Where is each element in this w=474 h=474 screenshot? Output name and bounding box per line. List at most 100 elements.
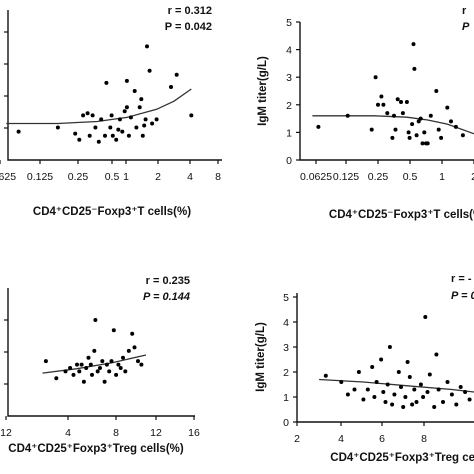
panel-a-point <box>174 72 179 77</box>
panel-a-fit-curve <box>6 88 192 125</box>
panel-d-point <box>385 382 390 387</box>
panel-b-point <box>376 102 380 107</box>
panel-c-scatter: 12 4 8 12 16 r = 0.235 P = 0.144 CD4⁺CD25⁺Fo… <box>0 275 200 455</box>
panel-d-point <box>379 357 384 362</box>
panel-a-point <box>134 125 139 130</box>
panel-d-point <box>445 380 450 384</box>
panel-a-point <box>132 89 137 93</box>
panel-d-y-title: IgM titer(g/L) <box>255 322 267 392</box>
panel-d-point <box>423 315 428 319</box>
panel-a-point <box>109 113 114 118</box>
panel-b-y-ticks: 0 1 2 3 4 5 <box>286 17 300 167</box>
panel-a-point <box>77 137 82 142</box>
panel-c-y-ticks <box>4 319 8 385</box>
panel-a-point <box>87 133 92 138</box>
panel-c-x-tick-label: 12 <box>0 427 12 439</box>
panel-a-point <box>126 133 131 138</box>
panel-d-point <box>352 387 357 392</box>
panel-d-point <box>412 387 417 392</box>
panel-c-r-value: r = 0.235 <box>146 275 190 287</box>
panel-a-point <box>122 109 127 114</box>
panel-a-point <box>117 117 122 122</box>
panel-b-point <box>428 113 433 118</box>
panel-d-point <box>390 402 395 407</box>
panel-b-x-tick-label: 1 <box>439 171 445 183</box>
panel-a-point <box>143 117 148 122</box>
panel-a-x-tick-label: 0.5 <box>105 171 120 183</box>
panel-c-point <box>109 359 114 364</box>
panel-d-y-tick-label: 3 <box>283 342 289 354</box>
panel-b-point <box>404 100 409 104</box>
panel-b-point <box>414 133 419 138</box>
panel-a-axes <box>7 10 222 161</box>
panel-b-fit-curve <box>312 115 474 135</box>
panel-c-point <box>75 362 79 367</box>
panel-a-point <box>99 117 104 122</box>
panel-c-point <box>130 331 135 336</box>
panel-b-point <box>411 42 416 47</box>
panel-a-point <box>93 125 98 130</box>
panel-d-point <box>396 370 401 374</box>
panel-b-points <box>316 42 465 146</box>
panel-c-point <box>123 369 128 374</box>
panel-b-point <box>422 130 427 135</box>
panel-b-point <box>412 66 417 71</box>
panel-d-x-tick-label: 6 <box>379 433 385 445</box>
panel-a-x-title: CD4⁺CD25⁻Foxp3⁺T cells(%) <box>33 206 191 218</box>
panel-c-point <box>79 362 84 367</box>
panel-c-p-value: P = 0.144 <box>143 291 190 303</box>
panel-d-point <box>405 360 410 364</box>
panel-a-point <box>189 113 194 118</box>
panel-b-point <box>453 124 458 129</box>
panel-d-point <box>401 405 406 409</box>
panel-b-point <box>379 94 384 99</box>
panel-a-point <box>137 105 142 110</box>
panel-b-point <box>399 100 403 104</box>
panel-c-point <box>136 359 140 364</box>
panel-d-point <box>441 400 445 404</box>
panel-b-y-tick-label: 5 <box>286 17 292 29</box>
panel-a-x-tick-label: 2 <box>155 171 161 183</box>
panel-c-point <box>86 355 91 360</box>
panel-c-point <box>88 362 93 367</box>
panel-a-point <box>124 78 129 83</box>
panel-d-p-value: P = 0 <box>451 290 474 302</box>
panel-d-fit-curve <box>319 378 474 393</box>
panel-d-point <box>427 372 432 377</box>
panel-d-point <box>365 387 370 392</box>
panel-b-point <box>445 105 450 110</box>
panel-d-point <box>458 385 463 389</box>
panel-c-point <box>77 369 82 374</box>
panel-b-point <box>449 119 453 124</box>
panel-b-y-tick-label: 3 <box>286 72 292 84</box>
panel-d-y-ticks: 0 1 2 3 4 5 <box>283 292 297 429</box>
panel-a-x-tick-label: 8 <box>215 171 221 183</box>
panel-a-point <box>90 113 95 118</box>
panel-c-point <box>92 348 97 353</box>
panel-b-point <box>420 141 425 146</box>
panel-b-point <box>406 130 411 135</box>
panel-a-x-ticks: 0.0625 0.125 0.25 0.51 2 4 8 <box>0 160 221 183</box>
panel-d-point <box>392 392 397 397</box>
panel-c-x-ticks: 12 4 8 12 16 <box>0 416 200 439</box>
panel-a-point <box>139 97 144 102</box>
panel-c-x-title: CD4⁺CD25⁺Foxp3⁺Treg cells(%) <box>8 443 184 455</box>
panel-d-point <box>387 345 392 349</box>
panel-a-point <box>150 121 155 126</box>
panel-b-point <box>393 127 398 132</box>
panel-d-point <box>467 397 472 402</box>
panel-b-r-value: r <box>462 5 467 17</box>
panel-d-x-tick-label: 2 <box>294 433 300 445</box>
panel-a-x-tick-label: 0.125 <box>27 171 53 183</box>
panel-d-y-tick-label: 2 <box>283 367 289 379</box>
panel-b-point <box>316 124 321 129</box>
panel-a-point <box>147 68 152 73</box>
panel-c-axes <box>7 288 195 417</box>
panel-c-point <box>81 379 86 384</box>
panel-b-point <box>390 135 395 140</box>
panel-d-point <box>434 352 439 357</box>
panel-a-point <box>103 133 107 138</box>
